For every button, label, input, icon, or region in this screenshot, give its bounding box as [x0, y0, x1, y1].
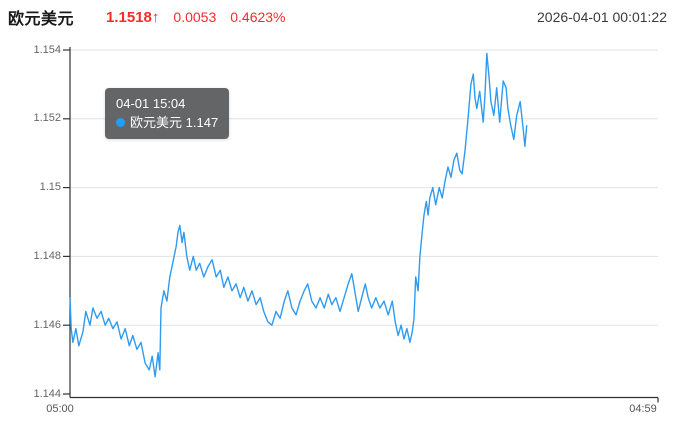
quote-timestamp: 2026-04-01 00:01:22 — [537, 9, 667, 25]
y-axis-label: 1.15 — [39, 181, 61, 194]
tooltip-series-name: 欧元美元 — [130, 115, 183, 130]
series-dot-icon — [116, 118, 125, 127]
chart-tooltip: 04-01 15:04 欧元美元 1.147 — [105, 88, 230, 139]
y-axis-label: 1.152 — [33, 112, 61, 125]
x-axis-label: 05:00 — [46, 403, 74, 415]
y-axis-label: 1.148 — [33, 249, 61, 262]
last-price: 1.1518↑ — [106, 9, 159, 26]
up-arrow-icon: ↑ — [151, 8, 160, 26]
y-axis-label: 1.146 — [33, 318, 61, 331]
price-line — [69, 52, 528, 378]
tooltip-time: 04-01 15:04 — [116, 96, 186, 111]
tooltip-value: 1.147 — [185, 115, 219, 130]
y-axis-label: 1.144 — [33, 387, 61, 400]
price-change: 0.0053 — [173, 9, 217, 25]
tooltip-series-row: 欧元美元 1.147 — [116, 113, 218, 132]
price-change-percent: 0.4623% — [230, 9, 286, 25]
instrument-name: 欧元美元 — [8, 11, 75, 28]
quote-header: 欧元美元 1.1518↑ 0.0053 0.4623% 2026-04-01 0… — [0, 0, 676, 34]
y-axis-label: 1.154 — [33, 43, 61, 56]
x-axis-label: 04:59 — [629, 403, 657, 415]
last-price-value: 1.1518 — [106, 8, 152, 26]
